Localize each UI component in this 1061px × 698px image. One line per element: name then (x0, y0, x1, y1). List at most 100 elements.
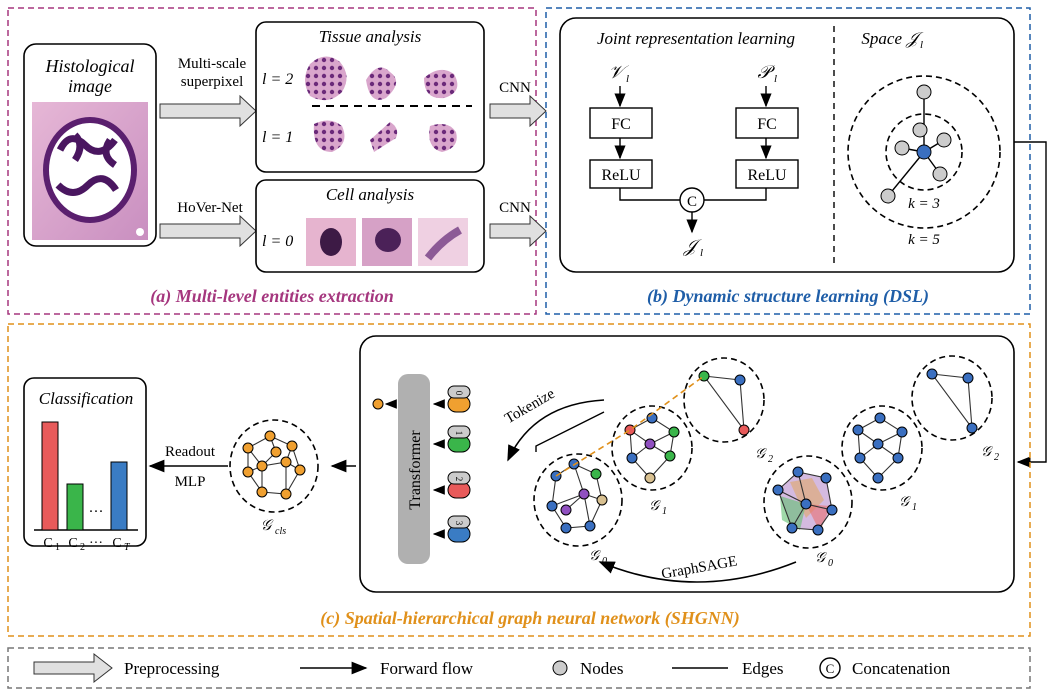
cnn-label-top: CNN (499, 80, 531, 96)
histo-label-2: image (68, 76, 112, 96)
fc-left-label: FC (611, 116, 631, 133)
section-c-frame (7, 323, 1031, 637)
readout-label: Readout (165, 444, 216, 460)
cnn-label-bottom: CNN (499, 200, 531, 216)
gt2-sub: 2 (768, 454, 773, 465)
legend-concat-symbol: C (826, 661, 835, 676)
cell-patches (306, 218, 468, 266)
graph-2 (911, 355, 993, 441)
arrow-label-multiscale: Multi-scale (178, 56, 247, 72)
cnn-arrow-bottom (489, 214, 547, 248)
section-a-title: (a) Multi-level entities extraction (150, 286, 393, 307)
g0-label: 𝒢 (815, 551, 827, 566)
tissue-patches-l1 (313, 120, 457, 152)
gcls-graph (229, 419, 319, 513)
classification-title: Classification (39, 389, 133, 408)
legend-concatenation: Concatenation (852, 659, 951, 678)
g2-label: 𝒢 (981, 445, 993, 460)
g2-sub: 2 (994, 452, 999, 463)
preprocessing-arrow-hovernet (159, 214, 257, 248)
tokenize-arrow (507, 399, 605, 462)
bar-dots-axis: ··· (89, 536, 103, 551)
c2-label: C (68, 536, 77, 551)
tissue-title: Tissue analysis (319, 27, 422, 46)
section-a-frame (7, 7, 537, 315)
legend-frame (7, 647, 1031, 689)
legend-preprocessing-icon (33, 652, 113, 684)
histological-image (32, 102, 148, 240)
c2-sub: 2 (80, 542, 85, 553)
g0-sub: 0 (828, 558, 833, 569)
j-output-sub: l (700, 247, 703, 259)
mlp-label: MLP (175, 474, 206, 490)
g1-sub: 1 (912, 502, 917, 513)
knn-space-graph (847, 75, 1001, 229)
relu-right-label: ReLU (747, 167, 787, 184)
cls-output-node (372, 398, 384, 410)
relu-left-label: ReLU (601, 167, 641, 184)
gcls-label: 𝒢 (261, 518, 274, 534)
jrl-title: Joint representation learning (597, 29, 795, 48)
graph-1 (841, 405, 923, 491)
token-0: 0 (454, 391, 464, 396)
level-1-label: l = 1 (262, 129, 293, 146)
k3-label: k = 3 (908, 196, 940, 212)
legend-nodes: Nodes (580, 659, 623, 678)
level-0-label: l = 0 (262, 233, 293, 250)
token-3: 3 (454, 521, 464, 526)
transformer-block (398, 374, 430, 564)
c1-label: C (43, 536, 52, 551)
legend-edges: Edges (742, 659, 784, 678)
arrow-label-superpixel: superpixel (181, 74, 243, 90)
cnn-arrow-top (489, 94, 547, 128)
graph-tilde-2 (683, 357, 765, 443)
section-b-title: (b) Dynamic structure learning (DSL) (647, 286, 929, 307)
tissue-box (255, 21, 485, 173)
gt0-label: 𝒢 (589, 549, 601, 564)
gt2-label: 𝒢 (755, 447, 767, 462)
cell-title: Cell analysis (326, 185, 415, 204)
shgnn-box (359, 335, 1015, 593)
relu-box-right (735, 159, 799, 189)
legend-concat-icon (819, 657, 841, 679)
ct-label: C (112, 536, 121, 551)
concat-label: C (687, 194, 697, 210)
dsl-to-shgnn-arrow (1014, 141, 1047, 468)
bar-c2 (66, 483, 84, 531)
preprocessing-arrow-superpixel (159, 94, 257, 128)
gt1-sub: 1 (662, 506, 667, 517)
v-sub: l (626, 73, 629, 85)
fc-box-right (735, 107, 799, 139)
legend-node-icon (552, 660, 568, 676)
space-title: Space 𝒥 (861, 29, 924, 48)
token-1: 1 (454, 431, 464, 436)
k5-label: k = 5 (908, 232, 940, 248)
legend-forward: Forward flow (380, 659, 474, 678)
gt1-label: 𝒢 (649, 499, 661, 514)
graphsage-arrow (598, 561, 797, 583)
tissue-patches-l2 (305, 56, 458, 101)
arrow-label-hovernet: HoVer-Net (177, 200, 243, 216)
transformer-label: Transformer (407, 430, 424, 510)
gcls-sub: cls (275, 526, 286, 537)
p-sub: l (774, 73, 777, 85)
bar-dots: ··· (89, 504, 104, 520)
token-list (432, 385, 471, 543)
relu-box-left (589, 159, 653, 189)
fc-box-left (589, 107, 653, 139)
g1-label: 𝒢 (899, 495, 911, 510)
graph-0 (763, 455, 853, 549)
graph-tilde-0 (533, 453, 623, 547)
section-c-title: (c) Spatial-hierarchical graph neural ne… (320, 608, 740, 629)
level-2-label: l = 2 (262, 71, 293, 88)
fc-right-label: FC (757, 116, 777, 133)
dsl-box (559, 17, 1015, 273)
ct-sub: T (124, 542, 131, 553)
legend-preprocessing: Preprocessing (124, 659, 220, 678)
section-b-frame (545, 7, 1031, 315)
token-2: 2 (454, 477, 464, 482)
bar-ct (110, 461, 128, 531)
histo-label-1: Histological (45, 56, 135, 76)
space-sub: l (920, 39, 923, 51)
